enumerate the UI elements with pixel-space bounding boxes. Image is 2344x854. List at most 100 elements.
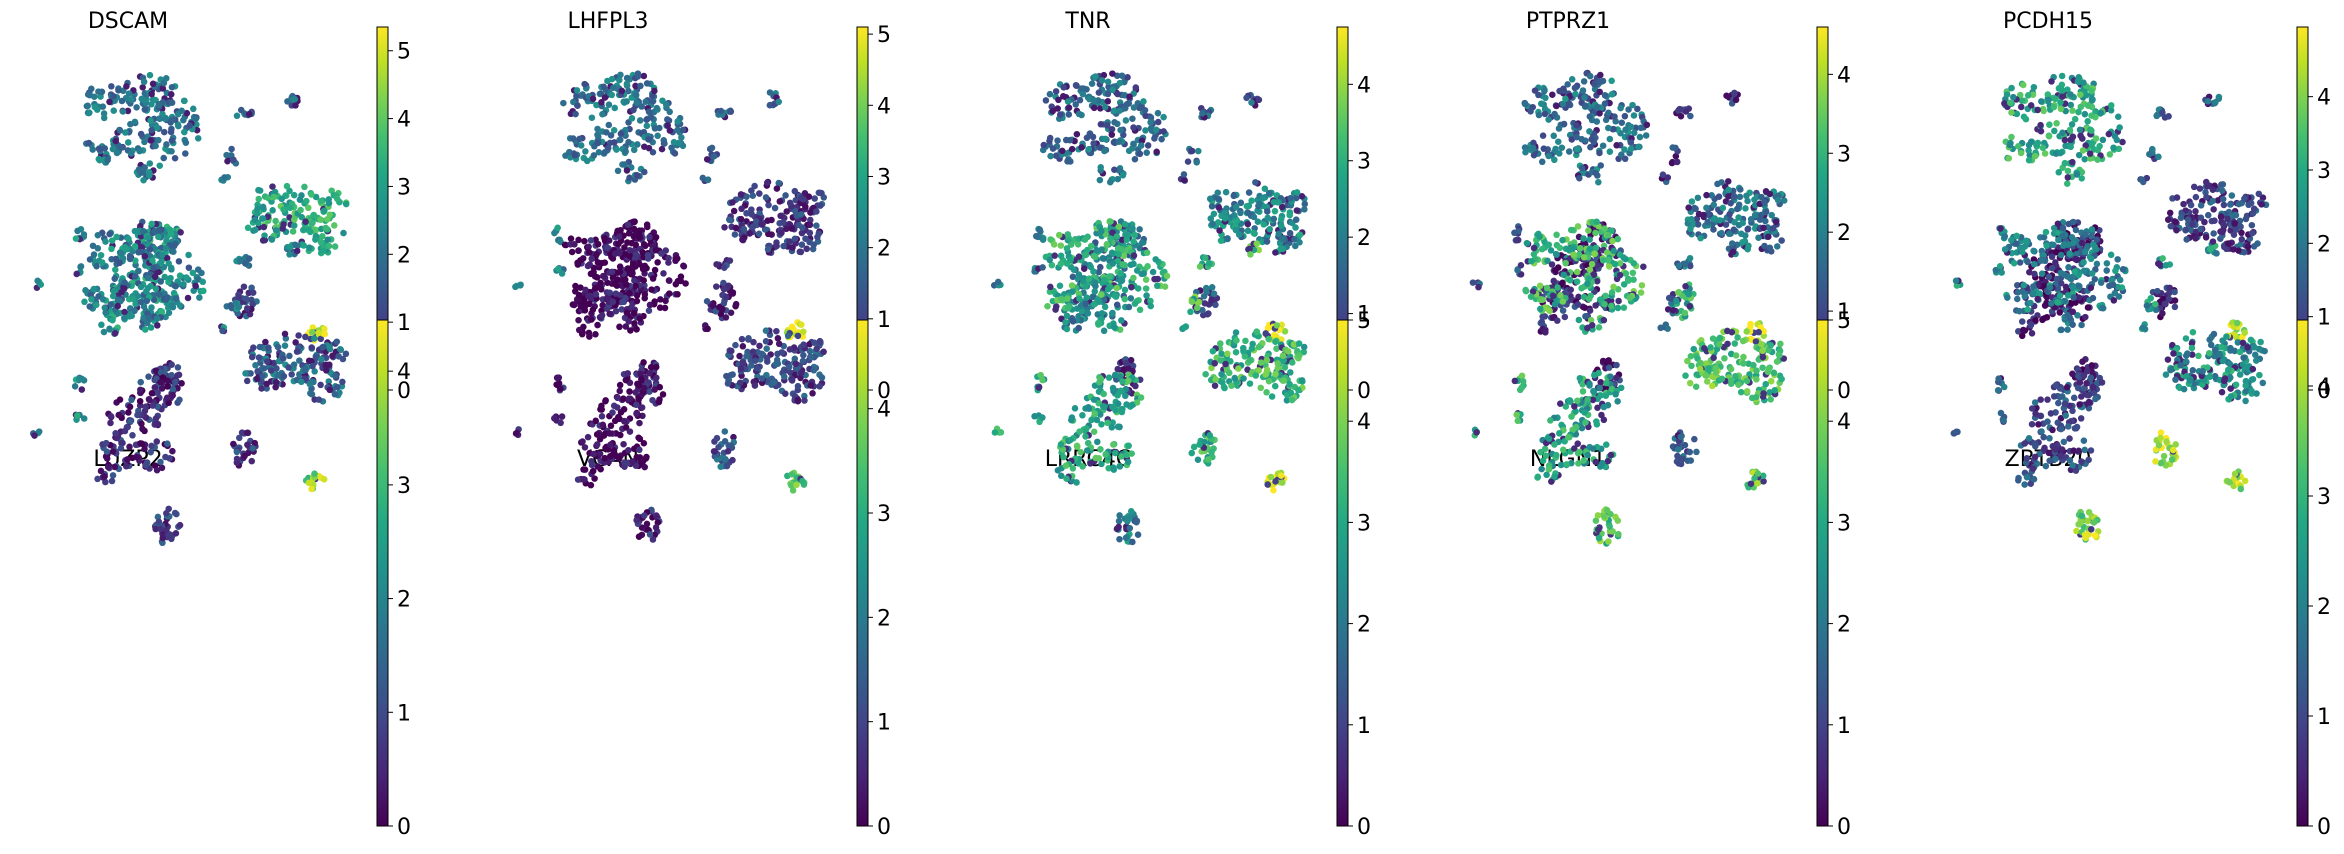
cell-point	[2059, 87, 2066, 94]
cell-point	[291, 241, 299, 249]
cell-point	[1687, 216, 1695, 224]
cell-point	[1039, 146, 1047, 154]
colorbar-tick-label: 2	[1837, 221, 1851, 246]
cell-point	[1772, 218, 1780, 226]
cell-point	[297, 206, 304, 214]
cell-point	[612, 307, 620, 315]
cell-point	[296, 196, 304, 203]
cell-point	[628, 115, 636, 122]
cell-point	[2034, 139, 2042, 147]
cell-point	[1725, 230, 1733, 238]
cell-point	[113, 233, 120, 241]
cell-point	[1687, 225, 1694, 233]
cell-point	[2190, 183, 2198, 191]
cell-point	[2238, 236, 2246, 243]
cell-point	[994, 278, 1002, 286]
cell-point	[649, 92, 656, 100]
cell-point	[143, 459, 151, 466]
cell-point	[585, 243, 592, 250]
cell-point	[154, 322, 161, 329]
cell-point	[1147, 114, 1155, 121]
cell-point	[575, 316, 582, 324]
cell-point	[2029, 91, 2037, 99]
cell-point	[708, 144, 716, 152]
cell-point	[95, 155, 103, 163]
cell-point	[671, 150, 679, 157]
cell-point	[1062, 319, 1069, 326]
cell-point	[194, 135, 202, 142]
cell-point	[223, 151, 230, 159]
cell-point	[751, 182, 758, 190]
cell-point	[131, 118, 139, 126]
cell-point	[1088, 80, 1096, 87]
cell-point	[592, 291, 600, 298]
cell-point	[2214, 197, 2222, 204]
cell-point	[1052, 152, 1060, 159]
cell-point	[310, 212, 317, 219]
cell-point	[103, 455, 111, 462]
cell-point	[1130, 124, 1137, 131]
cell-point	[616, 323, 623, 331]
cell-point	[1597, 162, 1605, 169]
cell-point	[286, 251, 293, 258]
cell-point	[1747, 216, 1755, 223]
cell-point	[572, 282, 579, 290]
cell-point	[1688, 198, 1696, 205]
cell-point	[790, 325, 797, 333]
cell-point	[2071, 115, 2079, 123]
cell-point	[1522, 148, 1529, 156]
cell-point	[666, 127, 674, 134]
cell-point	[1751, 211, 1759, 219]
cell-point	[81, 298, 88, 306]
cell-point	[1062, 136, 1070, 144]
cell-point	[2138, 176, 2146, 183]
cell-point	[647, 363, 655, 371]
cell-point	[2077, 132, 2084, 139]
cell-point	[662, 101, 670, 108]
cell-point	[588, 316, 595, 323]
cell-point	[584, 433, 592, 441]
cell-point	[163, 394, 171, 402]
cell-point	[633, 410, 640, 417]
cell-point	[113, 149, 121, 157]
cell-point	[616, 268, 624, 275]
cell-point	[2113, 136, 2121, 144]
cell-point	[743, 193, 750, 200]
colorbar-tick-label: 3	[1837, 142, 1851, 167]
cell-point	[1153, 148, 1160, 156]
cell-point	[2019, 81, 2027, 89]
cell-point	[616, 387, 623, 395]
cell-point	[1682, 108, 1690, 115]
cell-point	[1200, 292, 1208, 300]
cell-point	[798, 194, 805, 202]
cell-point	[1761, 242, 1768, 250]
cell-point	[2187, 201, 2195, 209]
cell-point	[1550, 132, 1558, 140]
cell-point	[1090, 97, 1098, 104]
cell-point	[802, 203, 809, 210]
cell-point	[1725, 193, 1732, 200]
cell-point	[141, 106, 149, 113]
cell-point	[148, 90, 155, 98]
cell-point	[752, 218, 760, 225]
cell-point	[1232, 226, 1240, 234]
cell-point	[651, 298, 658, 305]
cell-point	[1100, 71, 1108, 79]
cell-point	[2165, 113, 2172, 120]
cell-point	[111, 463, 119, 471]
cell-point	[2224, 215, 2231, 223]
colorbar-tick-label: 1	[397, 701, 411, 726]
cell-point	[342, 200, 350, 208]
cell-point	[1279, 245, 1287, 253]
cell-point	[124, 107, 132, 115]
cell-point	[307, 228, 314, 236]
cell-point	[1599, 142, 1607, 149]
cell-point	[158, 385, 166, 392]
cell-point	[2187, 226, 2195, 234]
cell-point	[263, 358, 271, 366]
cell-point	[736, 352, 743, 360]
cell-point	[1737, 186, 1744, 193]
cell-point	[2197, 202, 2205, 209]
